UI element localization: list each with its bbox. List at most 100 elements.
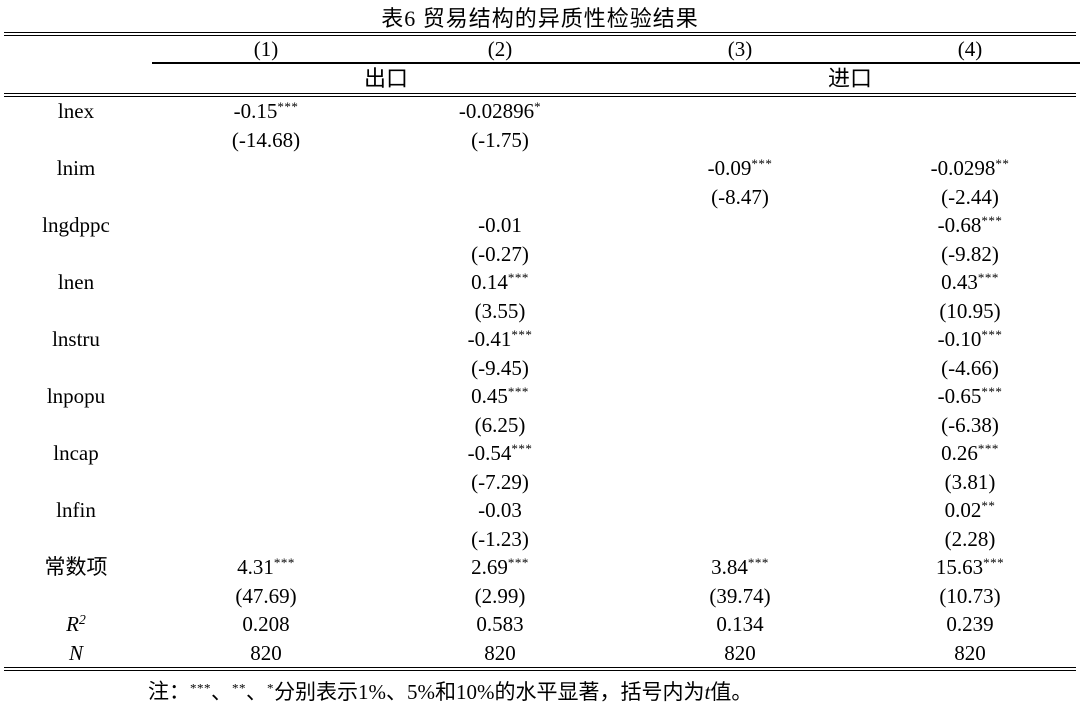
table-cell: (-1.23) [380, 525, 620, 554]
cell-value: -0.15 [233, 99, 278, 124]
table-cell: 4.31*** [152, 553, 380, 582]
cell-value: 0.02 [944, 498, 982, 523]
table-cell [152, 211, 380, 240]
significance-stars: *** [273, 555, 295, 571]
table-cell [152, 183, 380, 212]
significance-stars: *** [511, 441, 533, 457]
table-cell [620, 297, 860, 326]
table-cell: (-9.82) [860, 240, 1080, 269]
table-cell: 0.02** [860, 496, 1080, 525]
table-cell: (2.99) [380, 582, 620, 611]
note-text: 分别表示1%、5%和10%的水平显著，括号内为 [274, 679, 705, 704]
row-label: 常数项 [44, 555, 108, 580]
table-cell [152, 154, 380, 183]
note-prefix: 注： [148, 679, 190, 704]
row-label: lngdppc [42, 213, 110, 238]
regression-table: lnex -0.15*** -0.02896* (-14.68) (-1.75) lnim… [0, 97, 1080, 667]
note-significance-stars: * [267, 680, 275, 695]
row-label [0, 240, 152, 269]
row-label [0, 411, 152, 440]
cell-value: 0.26 [941, 441, 978, 466]
table-cell: (2.28) [860, 525, 1080, 554]
cell-value: -0.01 [478, 213, 522, 238]
column-number-row: (1) (2) (3) (4) [0, 36, 1080, 64]
table-cell: (-7.29) [380, 468, 620, 497]
table-cell [152, 240, 380, 269]
significance-stars: *** [277, 99, 299, 115]
cell-value: -0.0298 [930, 156, 996, 181]
table-cell: (47.69) [152, 582, 380, 611]
row-label: N [68, 640, 83, 665]
row-label [0, 297, 152, 326]
row-label [0, 183, 152, 212]
note-significance-stars: ** [232, 680, 247, 695]
table-cell: 0.239 [860, 610, 1080, 639]
cell-value: (-2.44) [941, 184, 999, 209]
cell-value: (2.99) [474, 583, 526, 608]
table-cell: (-4.66) [860, 354, 1080, 383]
table-cell [620, 268, 860, 297]
table-header: (1) (2) (3) (4) 出口 进口 [0, 36, 1080, 93]
table-cell [152, 411, 380, 440]
table-cell: 2.69*** [380, 553, 620, 582]
table-row: lngdppc -0.01 -0.68*** [0, 211, 1080, 240]
table-cell [620, 354, 860, 383]
table-cell: -0.68*** [860, 211, 1080, 240]
cell-value: 0.134 [716, 612, 764, 637]
cell-value: (39.74) [709, 583, 771, 608]
cell-value: (2.28) [944, 526, 996, 551]
table-cell: -0.65*** [860, 382, 1080, 411]
table-cell: (-6.38) [860, 411, 1080, 440]
table-cell [620, 211, 860, 240]
cell-value: (3.55) [474, 298, 526, 323]
table-row: lnstru -0.41*** -0.10*** [0, 325, 1080, 354]
table-cell: -0.02896* [380, 97, 620, 126]
row-label [0, 525, 152, 554]
table-cell: 820 [620, 639, 860, 668]
cell-value: 0.208 [242, 612, 290, 637]
table-cell: -0.01 [380, 211, 620, 240]
table-row: R2 0.208 0.583 0.134 0.239 [0, 610, 1080, 639]
table-cell: (-8.47) [620, 183, 860, 212]
table-cell [620, 126, 860, 155]
note-text: 、 [246, 679, 268, 704]
table-cell [152, 325, 380, 354]
table-row: (-14.68) (-1.75) [0, 126, 1080, 155]
significance-stars: ** [981, 498, 996, 514]
table-row: lnen 0.14*** 0.43*** [0, 268, 1080, 297]
cell-value: 4.31 [237, 555, 274, 580]
table-cell: -0.09*** [620, 154, 860, 183]
cell-value: (-6.38) [941, 412, 999, 437]
table-cell: -0.54*** [380, 439, 620, 468]
cell-value: (47.69) [235, 583, 297, 608]
table-cell: -0.10*** [860, 325, 1080, 354]
table-cell: (3.81) [860, 468, 1080, 497]
bottom-rule [4, 667, 1076, 671]
cell-value: 0.239 [946, 612, 994, 637]
table-cell: 820 [860, 639, 1080, 668]
cell-value: -0.10 [937, 327, 982, 352]
group-header: 出口 [363, 65, 408, 91]
cell-value: 820 [954, 640, 986, 665]
table-cell: 0.43*** [860, 268, 1080, 297]
table-cell [152, 496, 380, 525]
cell-value: (-1.23) [471, 526, 529, 551]
table-cell: 0.14*** [380, 268, 620, 297]
table-title: 表6 贸易结构的异质性检验结果 [381, 6, 699, 31]
column-header: (1) [152, 36, 380, 64]
cell-value: 2.69 [471, 555, 508, 580]
table-cell: (-9.45) [380, 354, 620, 383]
table-cell: 15.63*** [860, 553, 1080, 582]
cell-value: 15.63 [935, 555, 984, 580]
cell-value: -0.09 [707, 156, 752, 181]
note-body: ***、**、*分别表示1%、5%和10%的水平显著，括号内为t值。 [190, 680, 752, 704]
table-cell [152, 354, 380, 383]
table-cell: 820 [152, 639, 380, 668]
note-italic-text: t [704, 679, 711, 704]
group-header-row: 出口 进口 [0, 63, 1080, 93]
cell-value: 820 [724, 640, 756, 665]
table-cell: (10.73) [860, 582, 1080, 611]
significance-stars: ** [995, 156, 1010, 172]
column-header: (3) [620, 36, 860, 64]
